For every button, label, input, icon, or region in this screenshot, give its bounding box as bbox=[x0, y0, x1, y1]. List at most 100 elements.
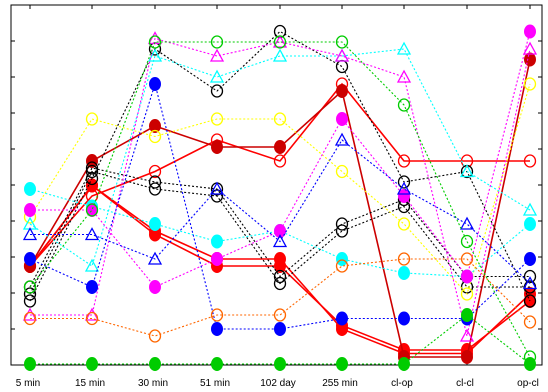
series-line bbox=[30, 139, 531, 284]
data-point bbox=[210, 308, 224, 322]
series-7 bbox=[23, 77, 537, 301]
data-point bbox=[149, 217, 161, 231]
x-tick-label: cl-cl bbox=[456, 378, 474, 389]
series-15 bbox=[24, 308, 536, 371]
data-point bbox=[148, 329, 162, 343]
series-line bbox=[29, 81, 531, 330]
data-point bbox=[211, 252, 223, 266]
data-point bbox=[147, 48, 163, 62]
data-point bbox=[273, 154, 287, 168]
data-point bbox=[461, 350, 473, 364]
data-point bbox=[210, 35, 224, 49]
data-point bbox=[22, 227, 38, 241]
series-line bbox=[29, 30, 531, 302]
series-12 bbox=[24, 77, 536, 336]
series-9 bbox=[22, 41, 538, 272]
data-point bbox=[398, 189, 410, 203]
data-point bbox=[149, 119, 161, 133]
x-tick-label: 30 min bbox=[138, 378, 168, 389]
data-point bbox=[149, 77, 161, 91]
data-point bbox=[272, 234, 288, 248]
data-point bbox=[461, 269, 473, 284]
data-point bbox=[523, 77, 537, 91]
data-point bbox=[459, 328, 475, 342]
data-point bbox=[335, 59, 349, 74]
series-2 bbox=[23, 77, 537, 273]
series-3 bbox=[24, 52, 536, 364]
data-point bbox=[85, 112, 99, 126]
data-point bbox=[274, 259, 286, 273]
x-tick-label: 51 min bbox=[200, 378, 230, 389]
series-line bbox=[29, 167, 530, 288]
data-point bbox=[524, 24, 536, 39]
data-point bbox=[398, 266, 410, 280]
data-point bbox=[335, 217, 349, 231]
data-point bbox=[397, 98, 411, 112]
data-point bbox=[211, 234, 223, 249]
data-point bbox=[274, 224, 286, 238]
data-point bbox=[336, 311, 348, 326]
data-point bbox=[148, 35, 162, 49]
series-13 bbox=[22, 132, 538, 290]
data-point bbox=[334, 132, 350, 146]
x-tick-label: 15 min bbox=[75, 378, 105, 389]
data-point bbox=[209, 181, 225, 195]
data-point bbox=[396, 181, 412, 195]
data-point bbox=[273, 308, 287, 322]
data-point bbox=[523, 294, 537, 308]
data-point bbox=[84, 258, 100, 272]
data-point bbox=[335, 164, 349, 179]
data-point bbox=[523, 269, 537, 284]
series-line bbox=[29, 170, 530, 295]
data-point bbox=[524, 357, 536, 371]
data-point bbox=[211, 357, 223, 371]
data-point bbox=[336, 112, 348, 126]
x-tick-label: cl-op bbox=[391, 378, 413, 389]
data-point bbox=[211, 140, 223, 154]
data-point bbox=[273, 24, 287, 39]
series-14 bbox=[23, 252, 537, 343]
data-point bbox=[23, 294, 37, 308]
data-point bbox=[397, 154, 411, 168]
series-line bbox=[29, 83, 531, 296]
data-point bbox=[22, 307, 38, 321]
data-point bbox=[24, 203, 36, 217]
data-point bbox=[148, 182, 162, 196]
data-point bbox=[85, 311, 99, 326]
data-point bbox=[522, 202, 538, 216]
data-point bbox=[523, 154, 537, 168]
data-point bbox=[460, 252, 474, 266]
data-point bbox=[523, 315, 537, 329]
data-point bbox=[460, 234, 474, 249]
data-point bbox=[397, 217, 411, 231]
data-point bbox=[334, 48, 350, 62]
data-point bbox=[335, 224, 349, 238]
data-point bbox=[210, 84, 224, 98]
data-point bbox=[398, 357, 410, 371]
x-tick-label: 5 min bbox=[16, 378, 40, 389]
data-point bbox=[336, 84, 348, 98]
data-point bbox=[85, 171, 99, 186]
x-tick-labels: 5 min 15 min 30 min 51 min 102 day 255 min cl-… bbox=[16, 378, 539, 389]
x-tick-label: 102 day bbox=[260, 378, 296, 389]
series-line bbox=[29, 41, 531, 358]
series-line bbox=[29, 82, 530, 267]
data-point bbox=[148, 175, 162, 189]
data-point bbox=[85, 203, 99, 217]
data-point bbox=[209, 69, 225, 83]
data-point bbox=[86, 357, 98, 371]
data-point bbox=[148, 164, 162, 179]
data-point bbox=[524, 252, 536, 266]
data-point bbox=[459, 216, 475, 230]
data-point bbox=[335, 259, 349, 273]
data-point bbox=[148, 129, 162, 144]
data-point bbox=[273, 276, 287, 291]
data-point bbox=[396, 69, 412, 83]
data-point bbox=[274, 322, 286, 336]
data-point bbox=[396, 41, 412, 55]
data-point bbox=[24, 252, 36, 266]
x-tick-label: op-cl bbox=[517, 378, 539, 389]
data-point bbox=[24, 182, 36, 196]
x-tick-label: 255 min bbox=[322, 378, 358, 389]
